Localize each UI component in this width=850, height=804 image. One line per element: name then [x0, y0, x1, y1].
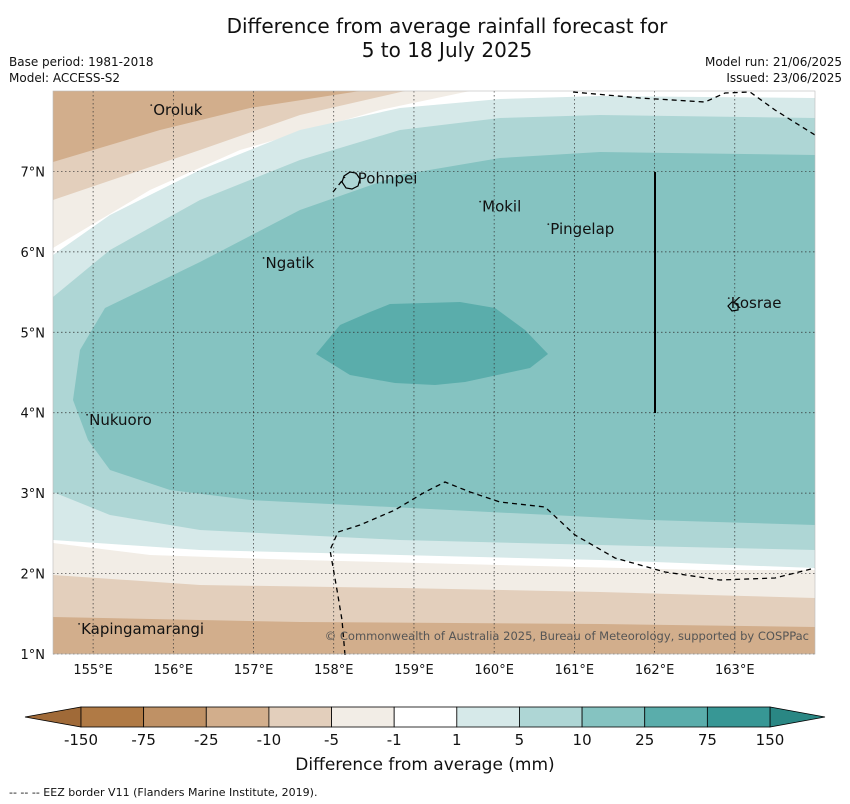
- place-label: Kapingamarangi: [81, 620, 204, 638]
- lat-tick-label: 1°N: [21, 648, 46, 663]
- colorbar-tick-label: 25: [635, 731, 654, 749]
- colorbar-segment: [205, 706, 270, 728]
- lat-tick-label: 6°N: [21, 246, 46, 261]
- lat-tick-label: 4°N: [21, 407, 46, 422]
- axis-ticks: 155°E 156°E 157°E 158°E 159°E 160°E 161°E 162°E…: [21, 165, 755, 678]
- model-run-text: Model run: 21/06/2025: [704, 55, 842, 69]
- base-period-text: Base period: 1981-2018: [9, 55, 154, 69]
- colorbar-tick-label: 5: [515, 731, 525, 749]
- lon-tick-label: 155°E: [73, 663, 113, 678]
- place-label: Mokil: [482, 198, 521, 216]
- lon-tick-label: 160°E: [474, 663, 514, 678]
- eez-border-south: [329, 481, 816, 656]
- place-marker: [78, 622, 80, 625]
- place-label: Nukuoro: [89, 411, 152, 429]
- contour-wet-25-75mm: [316, 302, 548, 385]
- colorbar-segment: [644, 706, 708, 728]
- place-labels: Oroluk Pohnpei Mokil Pingelap Ngatik Kosrae Nu…: [78, 101, 781, 638]
- lat-tick-label: 2°N: [21, 568, 46, 583]
- meta-right: Model run: 21/06/2025 Issued: 23/06/2025: [705, 54, 842, 86]
- place-label: Pohnpei: [358, 169, 418, 187]
- colorbar-extend-high: [769, 706, 826, 728]
- colorbar-tick-label: -5: [324, 731, 339, 749]
- issued-text: Issued: 23/06/2025: [726, 71, 842, 85]
- kosrae-island-outline: [727, 301, 739, 312]
- colorbar-tick-label: -25: [194, 731, 219, 749]
- colorbar-segment: [456, 706, 520, 728]
- place-marker: [262, 257, 265, 259]
- lon-tick-label: 158°E: [314, 663, 354, 678]
- place-marker: [727, 297, 730, 300]
- colorbar-tick-label: -1: [387, 731, 402, 749]
- colorbar-label: Difference from average (mm): [295, 755, 555, 775]
- colorbar-tick-label: 1: [452, 731, 462, 749]
- colorbar-extend-low: [24, 706, 82, 728]
- colorbar-segment: [581, 706, 646, 728]
- place-marker: [86, 413, 88, 416]
- eez-border-north: [572, 91, 816, 136]
- place-marker: [150, 104, 153, 107]
- title-line-2: 5 to 18 July 2025: [361, 38, 533, 62]
- contour-dry-top-3: [53, 91, 360, 162]
- place-label: Ngatik: [266, 254, 315, 272]
- colorbar-segment: [393, 706, 458, 728]
- colorbar-tick-label: 75: [698, 731, 717, 749]
- colorbar-tick-label: 10: [573, 731, 592, 749]
- copyright-text: © Commonwealth of Australia 2025, Bureau…: [325, 629, 809, 643]
- contour-dry-bottom-3: [53, 617, 815, 654]
- lon-tick-label: 162°E: [635, 663, 675, 678]
- colorbar-tick-label: -75: [131, 731, 156, 749]
- lon-tick-label: 156°E: [154, 663, 194, 678]
- lon-tick-label: 157°E: [234, 663, 274, 678]
- plot-frame: [52, 90, 816, 655]
- lon-tick-label: 161°E: [555, 663, 595, 678]
- lat-tick-label: 3°N: [21, 487, 46, 502]
- colorbar-tick-label: -10: [257, 731, 282, 749]
- meta-left: Base period: 1981-2018 Model: ACCESS-S2: [9, 54, 154, 86]
- colorbar: -150 -75 -25 -10 -5 -1 1 5 10 25 75 150: [24, 706, 826, 749]
- eez-border-pohnpei: [332, 176, 346, 193]
- lat-tick-label: 5°N: [21, 326, 46, 341]
- model-text: Model: ACCESS-S2: [9, 71, 121, 85]
- colorbar-tick-label: -150: [64, 731, 98, 749]
- place-marker: [547, 223, 550, 226]
- colorbar-segment: [706, 706, 771, 728]
- contour-fields: [53, 91, 815, 654]
- lon-tick-label: 163°E: [715, 663, 755, 678]
- colorbar-segment: [331, 706, 395, 728]
- pohnpei-island-outline: [341, 171, 361, 190]
- title-line-1: Difference from average rainfall forecas…: [226, 14, 668, 38]
- colorbar-segment: [519, 706, 583, 728]
- lon-tick-label: 159°E: [394, 663, 434, 678]
- map-title: Difference from average rainfall forecas…: [0, 14, 850, 62]
- place-marker: [479, 200, 482, 203]
- place-label: Kosrae: [731, 294, 782, 312]
- footer-note: -- -- -- EEZ border V11 (Flanders Marine…: [9, 786, 318, 799]
- colorbar-segment: [80, 706, 145, 728]
- eez-borders: [329, 91, 816, 656]
- colorbar-segment: [268, 706, 332, 728]
- lat-tick-label: 7°N: [21, 165, 46, 180]
- place-marker: [354, 172, 357, 175]
- colorbar-tick-label: 150: [756, 731, 785, 749]
- place-label: Oroluk: [153, 101, 202, 119]
- colorbar-segment: [143, 706, 207, 728]
- place-label: Pingelap: [550, 220, 614, 238]
